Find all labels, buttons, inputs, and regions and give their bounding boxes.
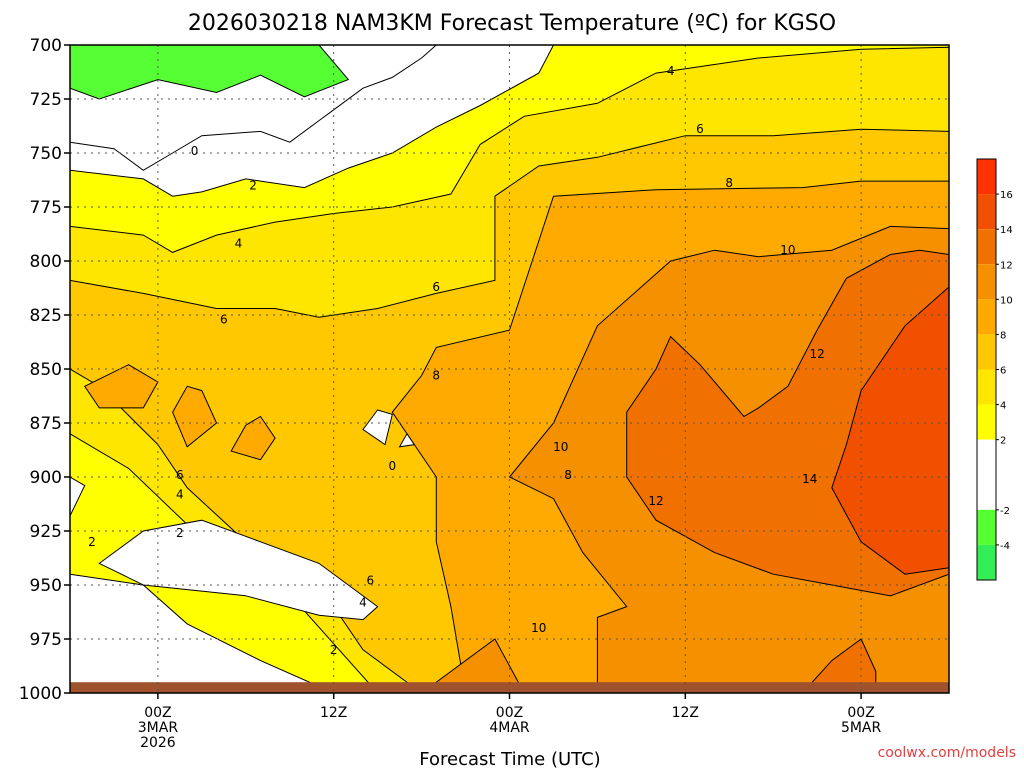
colorbar-label: 10	[1000, 295, 1013, 306]
contour-label: 6	[432, 280, 440, 294]
y-tick-label: 975	[30, 630, 62, 650]
chart-title: 2026030218 NAM3KM Forecast Temperature (…	[188, 11, 836, 36]
y-tick-label: 725	[30, 90, 62, 110]
ground-surface	[70, 682, 949, 693]
colorbar-bin	[977, 159, 996, 195]
x-tick-label: 00Z 4MAR	[489, 705, 530, 736]
contour-label: 12	[810, 347, 825, 361]
temperature-region	[362, 409, 393, 446]
colorbar-legend: 16 14 12 10 8 6 4 2 -2 -4	[976, 158, 1013, 581]
y-tick-label: 700	[30, 36, 62, 56]
contour-label: 14	[802, 472, 817, 486]
x-tick-label: 00Z 3MAR 2026	[138, 705, 179, 751]
watermark: coolwx.com/models	[878, 745, 1016, 761]
colorbar-label: 12	[1000, 260, 1013, 271]
y-tick-label: 925	[30, 522, 62, 542]
colorbar-bin	[977, 334, 996, 370]
contour-label: 6	[696, 122, 704, 136]
contour-label: 10	[553, 440, 568, 454]
temperature-region	[70, 476, 86, 517]
y-tick-label: 750	[30, 144, 62, 164]
temperature-region	[831, 286, 949, 575]
x-tick-label: 12Z	[320, 705, 347, 721]
x-tick-label: 12Z	[672, 705, 699, 721]
colorbar-label: 2	[1000, 436, 1006, 447]
temperature-region	[801, 638, 877, 693]
contour-label: 10	[531, 621, 546, 635]
contour-label: 0	[388, 459, 396, 473]
colorbar-bin	[977, 544, 996, 580]
contour-label: 4	[667, 64, 675, 78]
contour-label: 8	[725, 176, 733, 190]
contour-label: 2	[249, 178, 257, 192]
colorbar-bin	[977, 369, 996, 405]
temperature-region	[70, 45, 350, 100]
y-tick-label: 900	[30, 468, 62, 488]
colorbar-bin	[977, 299, 996, 335]
colorbar-label: -2	[1000, 506, 1010, 517]
contour-label: 6	[367, 574, 375, 588]
contour-label: 10	[780, 243, 795, 257]
colorbar-label: 16	[1000, 190, 1013, 201]
contour-label: 4	[176, 487, 184, 501]
y-tick-label: 800	[30, 252, 62, 272]
y-tick-label: 875	[30, 414, 62, 434]
contour-label: 2	[176, 526, 184, 540]
temperature-region	[230, 415, 276, 461]
temperature-region	[172, 385, 218, 448]
contour-label: 2	[330, 643, 338, 657]
contour-label: 8	[564, 468, 572, 482]
y-tick-label: 775	[30, 198, 62, 218]
contour-label: 4	[235, 237, 243, 251]
x-axis: 00Z 3MAR 2026 12Z 00Z 4MAR 12Z 00Z 5MAR	[138, 693, 882, 751]
colorbar-label: 6	[1000, 366, 1006, 377]
temperature-region	[398, 432, 416, 448]
colorbar-bin	[977, 264, 996, 300]
colorbar-bin	[977, 194, 996, 230]
contour-label: 8	[432, 368, 440, 382]
y-tick-label: 825	[30, 306, 62, 326]
x-tick-label: 00Z 5MAR	[841, 705, 882, 736]
temperature-region	[98, 519, 379, 621]
contour-label: 0	[191, 144, 199, 158]
colorbar-bin	[977, 229, 996, 265]
colorbar-label: 14	[1000, 225, 1013, 236]
y-tick-label: 950	[30, 576, 62, 596]
contour-label: 4	[359, 595, 367, 609]
temperature-region	[420, 638, 525, 693]
x-axis-label: Forecast Time (UTC)	[419, 749, 600, 768]
y-tick-label: 1000	[19, 684, 62, 704]
colorbar-bin	[977, 439, 996, 475]
colorbar-bin	[977, 474, 996, 510]
colorbar-label: 8	[1000, 330, 1006, 341]
colorbar-label: 4	[1000, 401, 1006, 412]
contour-label: 12	[648, 494, 663, 508]
contour-label: 2	[88, 535, 96, 549]
y-axis: 700 725 750 775 800 825 850 875 900 925 950 975 1000	[19, 36, 70, 704]
colorbar-label: -4	[1000, 541, 1010, 552]
colorbar-bin	[977, 509, 996, 545]
temperature-region	[83, 364, 159, 409]
contour-label: 6	[220, 312, 228, 326]
y-tick-label: 850	[30, 360, 62, 380]
contour-label: 6	[176, 468, 184, 482]
colorbar-bin	[977, 404, 996, 440]
